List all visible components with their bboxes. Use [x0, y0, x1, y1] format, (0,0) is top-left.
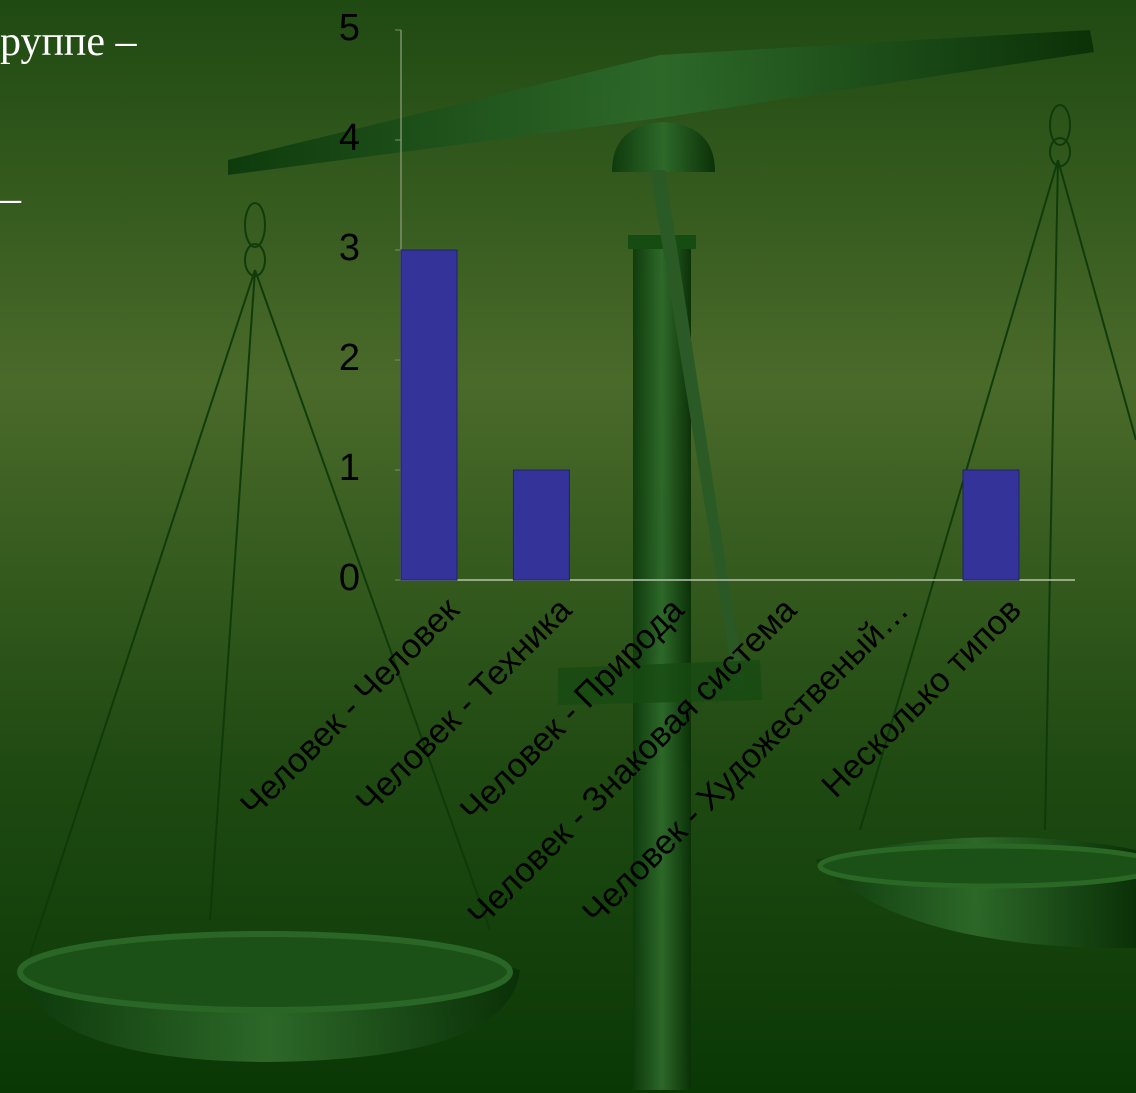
y-tick-label: 0	[339, 557, 360, 599]
y-tick-label: 2	[339, 337, 360, 379]
bar	[400, 249, 458, 581]
y-tick-label: 4	[339, 117, 360, 159]
y-tick-label: 1	[339, 447, 360, 489]
y-tick-label: 5	[339, 7, 360, 49]
slide-text: –	[0, 176, 22, 222]
bar	[512, 469, 570, 581]
y-tick-label: 3	[339, 227, 360, 269]
scales-illustration	[17, 30, 1136, 1090]
slide-text: руппе –	[0, 19, 138, 65]
bar	[962, 469, 1020, 581]
